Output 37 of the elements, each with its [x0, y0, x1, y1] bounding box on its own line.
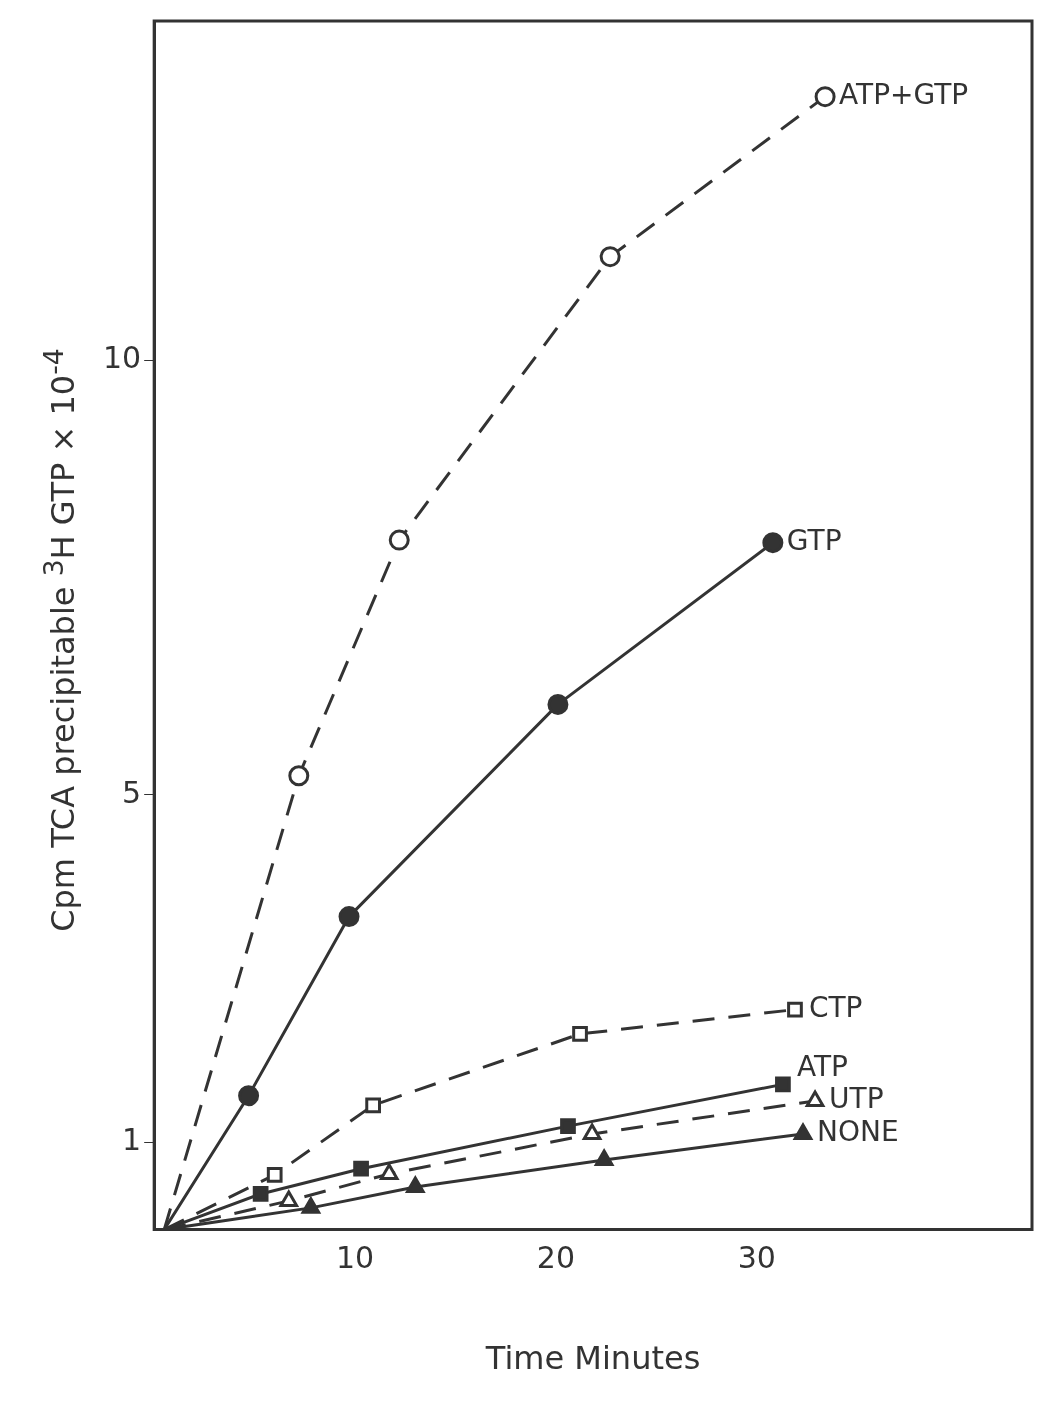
- point: [594, 1149, 614, 1167]
- point: [775, 1076, 791, 1093]
- point: [301, 1197, 321, 1214]
- series-label: GTP: [786, 523, 842, 557]
- point: [288, 765, 310, 787]
- point: [787, 1001, 803, 1018]
- y-tick-label: 5: [122, 774, 142, 810]
- point: [353, 1160, 369, 1177]
- series-label: UTP: [829, 1082, 884, 1116]
- point: [338, 906, 360, 928]
- x-tick-label: 30: [737, 1240, 776, 1276]
- y-tick-label: 10: [102, 339, 142, 375]
- point: [582, 1123, 602, 1140]
- series-label: NONE: [817, 1115, 899, 1149]
- x-tick-label: 20: [536, 1240, 576, 1276]
- series-label: ATP: [796, 1050, 848, 1084]
- x-axis-title: Time Minutes: [484, 1339, 701, 1378]
- point: [599, 246, 621, 268]
- point: [388, 529, 410, 551]
- point: [238, 1085, 260, 1107]
- point: [252, 1186, 269, 1202]
- point: [805, 1090, 825, 1107]
- point: [365, 1097, 381, 1114]
- point: [266, 1166, 283, 1183]
- point: [762, 532, 784, 554]
- point: [560, 1118, 576, 1134]
- point: [814, 86, 836, 108]
- x-tick-label: 10: [335, 1240, 375, 1276]
- series-label: ATP+GTP: [839, 77, 969, 111]
- y-tick-label: 1: [122, 1122, 142, 1158]
- point: [379, 1163, 399, 1180]
- point: [547, 693, 569, 715]
- point: [793, 1123, 813, 1140]
- series-label: CTP: [808, 990, 863, 1024]
- point: [279, 1190, 299, 1207]
- point: [406, 1176, 425, 1193]
- point: [572, 1026, 588, 1042]
